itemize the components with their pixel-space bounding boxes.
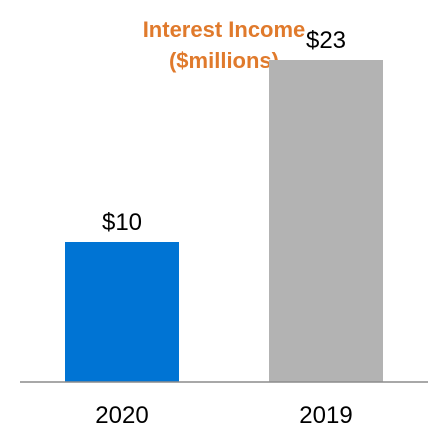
bar-2020 xyxy=(65,242,179,382)
bar-2019 xyxy=(269,60,383,382)
chart-title-line-2: ($millions) xyxy=(168,48,279,73)
value-label-2020: $10 xyxy=(102,209,142,236)
x-tick-label-2019: 2019 xyxy=(299,402,352,429)
x-tick-label-2020: 2020 xyxy=(95,402,148,429)
value-label-2019: $23 xyxy=(306,27,346,54)
chart-title-line-1: Interest Income xyxy=(142,17,306,42)
chart-title: Interest Income ($millions) xyxy=(0,14,448,76)
